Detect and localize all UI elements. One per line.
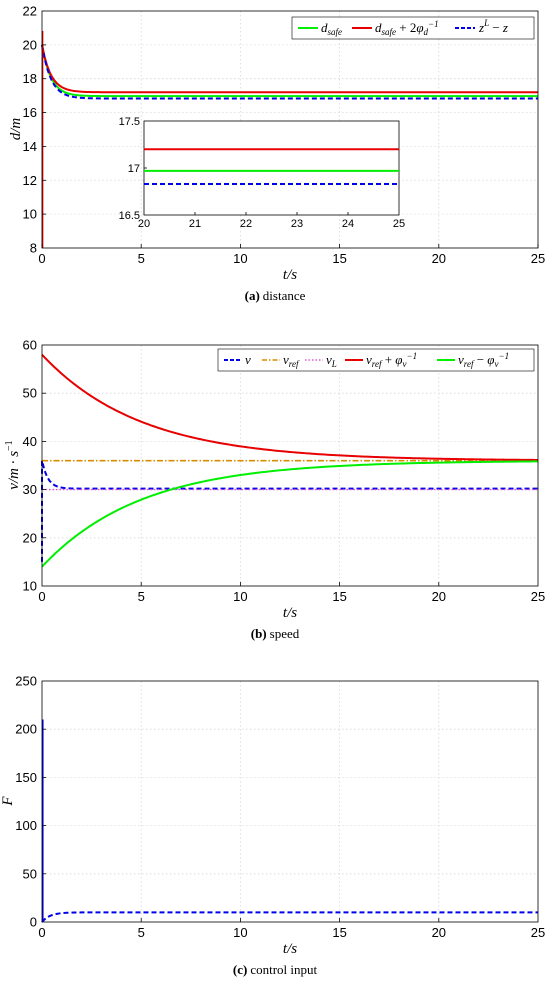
axes-frame-a xyxy=(41,10,539,249)
xtick-label: 15 xyxy=(332,925,346,940)
xtick-label: 0 xyxy=(38,925,45,940)
xtick-label: 5 xyxy=(138,589,145,604)
xtick-label: 5 xyxy=(138,925,145,940)
inset-ytick-label: 16.5 xyxy=(119,210,140,222)
inset-xtick-label: 23 xyxy=(291,218,303,230)
caption-b: (b) speed xyxy=(251,626,300,641)
ytick-label: 8 xyxy=(30,241,37,256)
series-zL-minus-z-line xyxy=(41,44,538,100)
panel-control-input: 0 5 10 15 20 25 0 50 100 150 200 250 t/s… xyxy=(0,674,545,978)
inset-xtick-label: 25 xyxy=(393,218,405,230)
xtick-label: 25 xyxy=(531,589,545,604)
inset-xtick-label: 20 xyxy=(138,218,150,230)
xtick-label: 15 xyxy=(332,251,346,266)
caption-c: (c) control input xyxy=(233,962,318,977)
ytick-label: 150 xyxy=(15,770,37,785)
xtick-label: 10 xyxy=(233,251,247,266)
caption-a: (a) distance xyxy=(245,288,306,303)
ytick-label: 10 xyxy=(23,579,37,594)
ytick-label: 30 xyxy=(23,482,37,497)
x-axis-label: t/s xyxy=(283,941,297,957)
ytick-label: 18 xyxy=(23,71,37,86)
ticks-b xyxy=(42,392,440,586)
grid-c xyxy=(42,681,538,922)
axes-frame-b xyxy=(41,344,539,587)
legend-zL-minus-z: zL − z xyxy=(478,18,508,35)
inset-xtick-label: 22 xyxy=(240,218,252,230)
xtick-label: 0 xyxy=(38,589,45,604)
ytick-label: 14 xyxy=(23,139,37,154)
xtick-label: 0 xyxy=(38,251,45,266)
ytick-label: 60 xyxy=(23,338,37,353)
xtick-label: 20 xyxy=(432,589,446,604)
inset-a: 20 21 22 23 24 25 16.5 17 17.5 xyxy=(119,116,406,230)
series-v-ref-minus-phi-line xyxy=(41,460,539,568)
y-axis-label-b: v/m · s−1 xyxy=(4,440,22,489)
series-v-line xyxy=(41,460,538,562)
series-d-safe-line xyxy=(41,44,538,98)
legend-a: dsafe dsafe + 2φd−1 zL − z xyxy=(291,16,535,40)
ticks-a xyxy=(41,44,539,248)
axes-frame-c xyxy=(41,680,539,923)
xtick-label: 5 xyxy=(138,251,145,266)
ytick-label: 22 xyxy=(23,4,37,19)
legend-b: v vref vL vref + φv−1 vref − φv−1 xyxy=(217,348,535,372)
ytick-label: 0 xyxy=(30,915,37,930)
xtick-label: 20 xyxy=(432,251,446,266)
series-d-safe-plus-phi-line xyxy=(41,44,538,94)
y-axis-label: d/m xyxy=(8,118,24,141)
panel-distance: 0 5 10 15 20 25 8 10 12 14 16 18 20 22 t… xyxy=(8,4,545,304)
xtick-label: 10 xyxy=(233,925,247,940)
inset-xtick-label: 21 xyxy=(189,218,201,230)
legend-v: v xyxy=(245,352,251,367)
grid-b xyxy=(42,345,538,586)
legend-v-L: vL xyxy=(326,352,337,369)
ytick-label: 20 xyxy=(23,37,37,52)
xtick-label: 25 xyxy=(531,251,545,266)
inset-xtick-label: 24 xyxy=(342,218,354,230)
series-F-line xyxy=(41,911,538,923)
inset-ytick-label: 17.5 xyxy=(119,116,140,128)
series-v-ref-plus-phi-line xyxy=(41,353,539,461)
inset-ytick-label: 17 xyxy=(128,163,140,175)
xtick-label: 10 xyxy=(233,589,247,604)
svg-text:v/m · s−1: v/m · s−1 xyxy=(4,440,22,489)
y-axis-label: F xyxy=(0,796,16,807)
ytick-label: 10 xyxy=(23,207,37,222)
panel-speed: 0 5 10 15 20 25 10 20 30 40 50 60 t/s v/… xyxy=(4,338,545,642)
xtick-label: 15 xyxy=(332,589,346,604)
ticks-c xyxy=(42,728,440,922)
xtick-label: 20 xyxy=(432,925,446,940)
ytick-label: 200 xyxy=(15,722,37,737)
ytick-label: 20 xyxy=(23,530,37,545)
ytick-label: 250 xyxy=(15,674,37,689)
ytick-label: 40 xyxy=(23,434,37,449)
ytick-label: 50 xyxy=(23,386,37,401)
x-axis-label: t/s xyxy=(283,605,297,621)
ytick-label: 100 xyxy=(15,818,37,833)
x-axis-label: t/s xyxy=(283,267,297,283)
ytick-label: 16 xyxy=(23,105,37,120)
ytick-label: 12 xyxy=(23,173,37,188)
xtick-label: 25 xyxy=(531,925,545,940)
ytick-label: 50 xyxy=(23,866,37,881)
